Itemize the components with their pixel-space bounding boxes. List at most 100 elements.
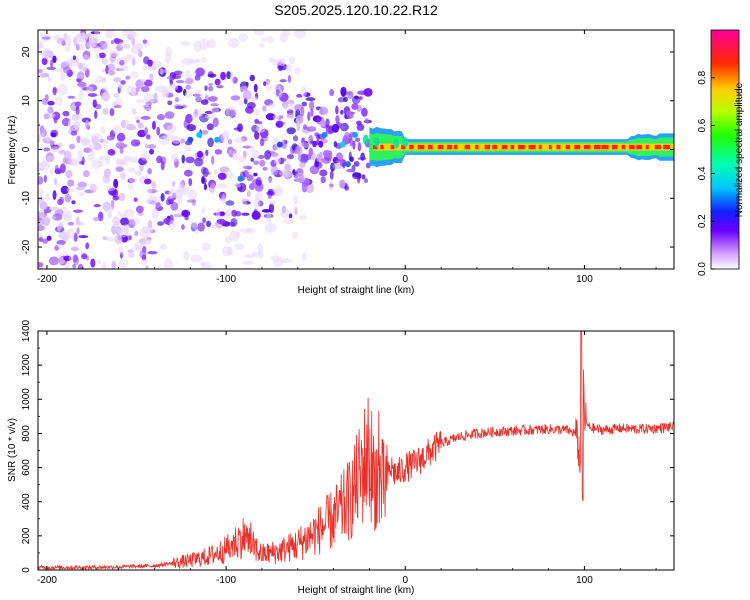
heatmap-cell bbox=[187, 59, 198, 64]
heatmap-cell bbox=[112, 124, 122, 135]
heatmap-cell bbox=[232, 149, 239, 161]
heatmap-cell bbox=[294, 172, 306, 183]
narrow-band-peak bbox=[636, 144, 643, 150]
heatmap-cell bbox=[87, 143, 98, 150]
snr-y-tick-label: 1000 bbox=[21, 388, 32, 411]
heatmap-cell bbox=[154, 196, 162, 209]
heatmap-cell bbox=[67, 120, 72, 129]
heatmap-cell bbox=[241, 212, 250, 216]
heatmap-cell bbox=[147, 167, 152, 175]
narrow-band-peak bbox=[464, 144, 470, 150]
heatmap-cell bbox=[130, 139, 141, 147]
heatmap-cell bbox=[112, 195, 120, 201]
figure-title: S205.2025.120.10.22.R12 bbox=[274, 2, 438, 18]
heatmap-cell bbox=[75, 105, 80, 116]
heatmap-cell bbox=[54, 177, 58, 186]
heatmap-cell bbox=[185, 84, 192, 90]
heatmap-cell bbox=[68, 255, 74, 261]
heatmap-cell bbox=[151, 60, 163, 70]
heatmap-cell bbox=[163, 68, 170, 74]
heatmap-x-tick-label: 100 bbox=[576, 274, 593, 285]
snr-y-tick-label: 1400 bbox=[21, 319, 32, 342]
snr-y-axis-label: SNR (10 * v/v) bbox=[7, 418, 18, 482]
heatmap-cell bbox=[115, 142, 126, 149]
heatmap-cell bbox=[265, 113, 276, 121]
heatmap-cell bbox=[147, 144, 157, 149]
heatmap-cell bbox=[268, 103, 277, 108]
heatmap-cell bbox=[358, 96, 363, 101]
heatmap-cell bbox=[180, 41, 191, 46]
heatmap-cell bbox=[293, 195, 299, 205]
heatmap-cell bbox=[72, 264, 77, 269]
heatmap-cell bbox=[259, 159, 266, 167]
heatmap-cell bbox=[195, 67, 205, 77]
heatmap-cell bbox=[207, 96, 218, 102]
heatmap-cell bbox=[216, 183, 228, 189]
heatmap-cell bbox=[271, 58, 284, 66]
heatmap-cell bbox=[355, 120, 362, 126]
heatmap-cell bbox=[227, 139, 233, 145]
heatmap-cell bbox=[151, 207, 159, 220]
heatmap-cell bbox=[43, 113, 50, 120]
heatmap-blobs bbox=[38, 30, 674, 269]
heatmap-cell bbox=[62, 157, 67, 164]
heatmap-cell bbox=[122, 30, 135, 38]
heatmap-cell bbox=[118, 245, 124, 255]
heatmap-cell bbox=[207, 85, 214, 92]
heatmap-cell bbox=[114, 220, 120, 226]
heatmap-cell bbox=[81, 138, 92, 144]
heatmap-cell bbox=[292, 231, 298, 239]
heatmap-cell bbox=[257, 243, 263, 253]
heatmap-cell bbox=[344, 131, 350, 142]
heatmap-cell bbox=[273, 155, 281, 165]
narrow-band-peak bbox=[548, 144, 552, 150]
heatmap-cell bbox=[294, 66, 301, 75]
colorbar-tick-label: 0.0 bbox=[697, 262, 708, 276]
heatmap-cell bbox=[120, 213, 127, 219]
heatmap-cell bbox=[131, 44, 141, 55]
heatmap-cell bbox=[38, 209, 45, 219]
snr-y-tick-label: 0 bbox=[21, 567, 32, 573]
heatmap-cell bbox=[301, 154, 312, 161]
heatmap-cell bbox=[255, 108, 260, 117]
heatmap-cell bbox=[117, 211, 122, 217]
heatmap-cell bbox=[286, 112, 294, 119]
heatmap-cell bbox=[118, 41, 126, 48]
heatmap-cell bbox=[229, 71, 235, 83]
heatmap-cell bbox=[225, 200, 235, 206]
heatmap-cell bbox=[339, 141, 346, 148]
heatmap-cell bbox=[234, 183, 242, 188]
heatmap-cell bbox=[292, 169, 296, 175]
heatmap-cell bbox=[306, 126, 317, 132]
heatmap-cell bbox=[137, 212, 144, 216]
heatmap-cell bbox=[142, 39, 148, 44]
heatmap-cell bbox=[127, 156, 140, 163]
narrow-band-peak bbox=[380, 144, 384, 150]
heatmap-cell bbox=[53, 115, 58, 124]
heatmap-cell bbox=[145, 134, 151, 140]
heatmap-cell bbox=[361, 174, 366, 180]
heatmap-cell bbox=[118, 258, 129, 269]
heatmap-cell bbox=[292, 135, 299, 142]
heatmap-cell bbox=[133, 197, 138, 202]
heatmap-cell bbox=[94, 30, 99, 38]
heatmap-cell bbox=[81, 117, 92, 123]
heatmap-cell bbox=[254, 131, 260, 140]
heatmap-cell bbox=[221, 246, 232, 257]
heatmap-cell bbox=[70, 246, 79, 252]
heatmap-cell bbox=[352, 172, 362, 178]
heatmap-cell bbox=[78, 191, 85, 197]
heatmap-cell bbox=[237, 155, 247, 162]
heatmap-cell bbox=[181, 211, 189, 216]
heatmap-cell bbox=[321, 157, 332, 164]
heatmap-cell bbox=[309, 100, 315, 111]
heatmap-cell bbox=[62, 66, 71, 74]
narrow-band-peak bbox=[390, 144, 395, 150]
heatmap-cell bbox=[171, 74, 182, 80]
heatmap-cell bbox=[101, 57, 108, 65]
heatmap-cell bbox=[320, 176, 326, 184]
heatmap-cell bbox=[57, 40, 63, 46]
heatmap-cell bbox=[201, 129, 209, 135]
heatmap-cell bbox=[225, 106, 238, 118]
